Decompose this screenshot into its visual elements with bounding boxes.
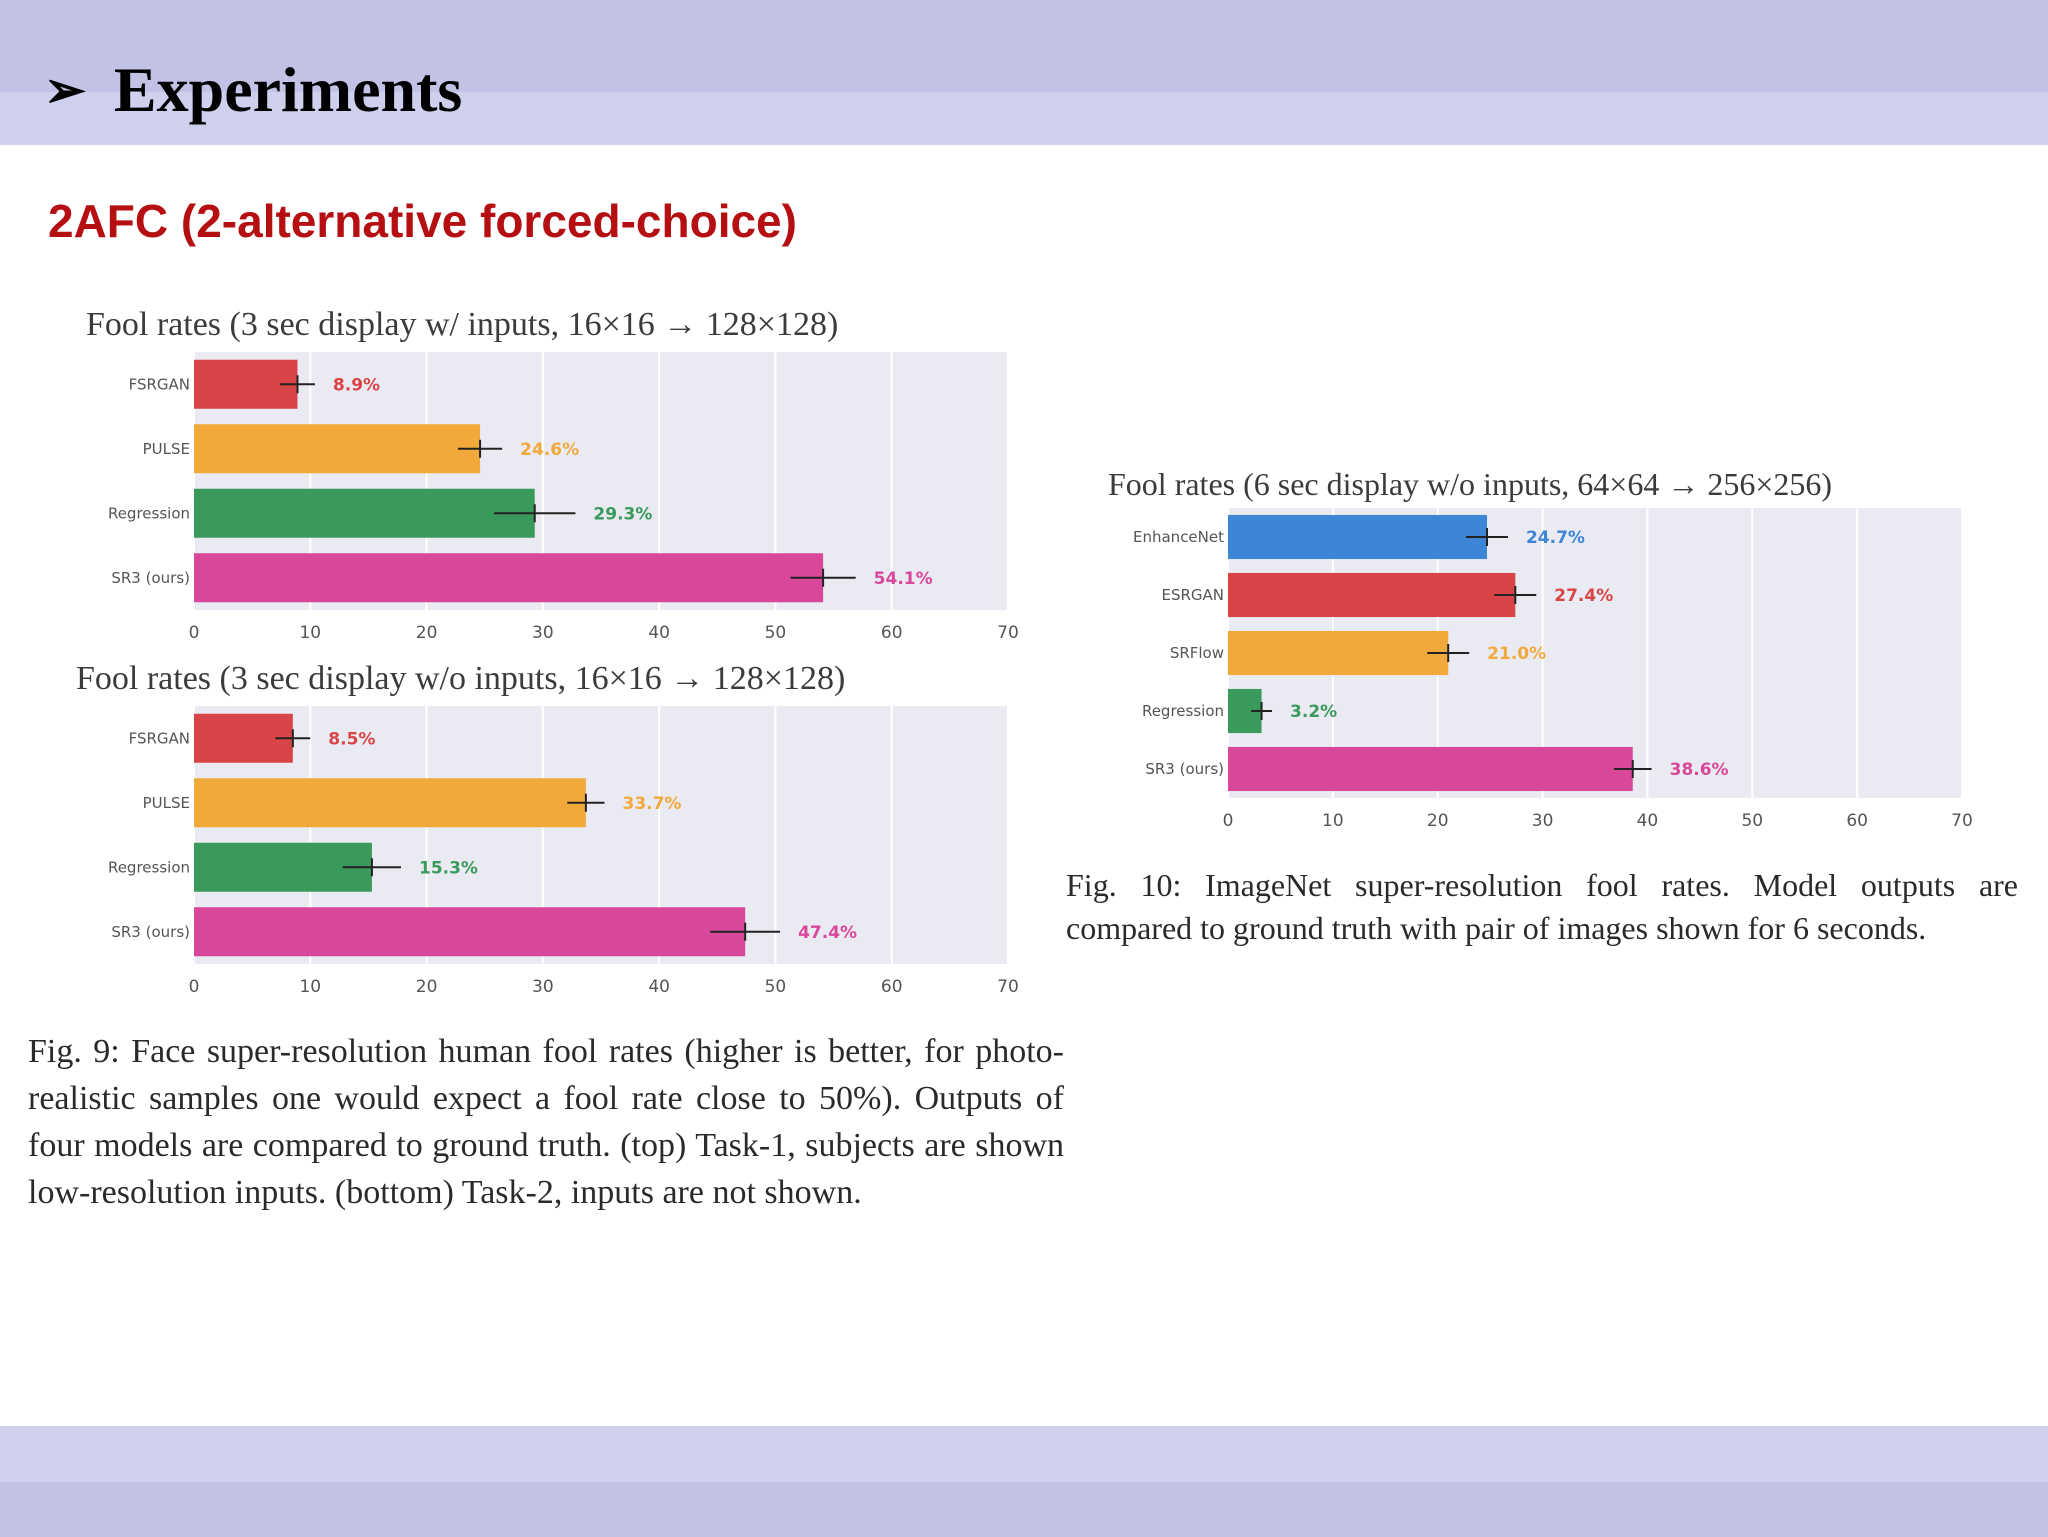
section-heading: 2AFC (2-alternative forced-choice) — [48, 195, 797, 247]
header-band-top — [0, 0, 2048, 92]
chart2-bar — [194, 778, 586, 828]
chart3-category-label: SRFlow — [1170, 644, 1224, 662]
chart2-x-tick-label: 30 — [532, 977, 554, 997]
figure-9-caption: Fig. 9: Face super-resolution human fool… — [28, 1033, 1064, 1211]
chart2-title: Fool rates (3 sec display w/o inputs, 16… — [76, 660, 846, 697]
chart2-x-tick-label: 70 — [997, 977, 1019, 997]
header-band-bottom — [0, 92, 2048, 145]
chart3-category-label: EnhanceNet — [1133, 528, 1224, 546]
chart2-x-tick-label: 60 — [881, 977, 903, 997]
chart3-value-label: 21.0% — [1487, 644, 1546, 664]
slide-title: ➢ Experiments — [44, 48, 462, 132]
chart2-category-label: PULSE — [143, 794, 190, 812]
chart1-category-label: SR3 (ours) — [111, 569, 190, 587]
chart1-category-label: FSRGAN — [129, 375, 190, 393]
chart1-bar — [194, 424, 481, 474]
chart3-x-tick-label: 40 — [1637, 811, 1659, 831]
chart1-title: Fool rates (3 sec display w/ inputs, 16×… — [86, 306, 839, 343]
chart2-x-tick-label: 0 — [189, 977, 200, 997]
slide-title-text: Experiments — [113, 54, 463, 125]
chart3-category-label: ESRGAN — [1161, 586, 1224, 604]
chart2-value-label: 47.4% — [798, 923, 857, 943]
chart3-plot: 0 10 20 30 40 50 60 70 24.7% EnhanceNet 27.4% ESRGA… — [1133, 508, 1973, 831]
chart2-bar — [194, 907, 746, 957]
arrow-bullet-icon: ➢ — [44, 62, 86, 118]
chart1-value-label: 24.6% — [520, 440, 579, 460]
chart2-category-label: SR3 (ours) — [111, 923, 190, 941]
chart2-x-tick-label: 40 — [648, 977, 670, 997]
chart2-bar — [194, 842, 372, 892]
chart3-value-label: 38.6% — [1670, 760, 1729, 780]
chart3-x-tick-label: 60 — [1846, 811, 1868, 831]
chart1-x-tick-label: 20 — [416, 623, 438, 643]
chart3-category-label: SR3 (ours) — [1145, 760, 1224, 778]
chart1-x-tick-label: 60 — [881, 623, 903, 643]
chart3-value-label: 3.2% — [1290, 702, 1337, 722]
chart3-value-label: 24.7% — [1526, 528, 1585, 548]
chart2-x-tick-label: 50 — [765, 977, 787, 997]
figure-10-caption: Fig. 10: ImageNet super-resolution fool … — [1066, 867, 2018, 946]
chart3-bar — [1228, 746, 1633, 792]
footer-band-bottom — [0, 1482, 2048, 1537]
chart3-x-tick-label: 0 — [1223, 811, 1234, 831]
chart1-plot: 0 10 20 30 40 50 60 70 8.9% FSRGAN 24.6% PULSE 29.3%… — [108, 352, 1019, 643]
chart1-category-label: PULSE — [143, 440, 190, 458]
chart3-x-tick-label: 10 — [1322, 811, 1344, 831]
chart2-x-tick-label: 10 — [299, 977, 321, 997]
chart2-plot: 0 10 20 30 40 50 60 70 8.5% FSRGAN 33.7% PULSE 15.3%… — [108, 706, 1019, 997]
chart2-category-label: FSRGAN — [129, 729, 190, 747]
chart1-bar — [194, 488, 535, 538]
chart3-x-tick-label: 50 — [1741, 811, 1763, 831]
chart1-x-tick-label: 10 — [299, 623, 321, 643]
chart1-x-tick-label: 0 — [189, 623, 200, 643]
chart3-x-tick-label: 20 — [1427, 811, 1449, 831]
chart3-value-label: 27.4% — [1554, 586, 1613, 606]
chart3-title: Fool rates (6 sec display w/o inputs, 64… — [1108, 466, 1833, 502]
chart1-x-tick-label: 70 — [997, 623, 1019, 643]
chart1-x-tick-label: 30 — [532, 623, 554, 643]
chart2-value-label: 33.7% — [622, 794, 681, 814]
chart1-x-tick-label: 50 — [765, 623, 787, 643]
chart1-value-label: 54.1% — [874, 569, 933, 589]
chart3-x-tick-label: 30 — [1532, 811, 1554, 831]
chart1-category-label: Regression — [108, 504, 190, 522]
chart2-category-label: Regression — [108, 858, 190, 876]
chart1-x-tick-label: 40 — [648, 623, 670, 643]
chart1-value-label: 29.3% — [593, 504, 652, 524]
chart3-bar — [1228, 572, 1516, 618]
chart1-bar — [194, 553, 824, 603]
chart2-x-tick-label: 20 — [416, 977, 438, 997]
footer-band-top — [0, 1426, 2048, 1482]
chart2-value-label: 15.3% — [419, 858, 478, 878]
chart3-category-label: Regression — [1142, 702, 1224, 720]
chart1-value-label: 8.9% — [333, 375, 380, 395]
chart3-bar — [1228, 514, 1487, 560]
chart3-bar — [1228, 630, 1449, 676]
chart2-value-label: 8.5% — [328, 729, 375, 749]
chart3-x-tick-label: 70 — [1951, 811, 1973, 831]
